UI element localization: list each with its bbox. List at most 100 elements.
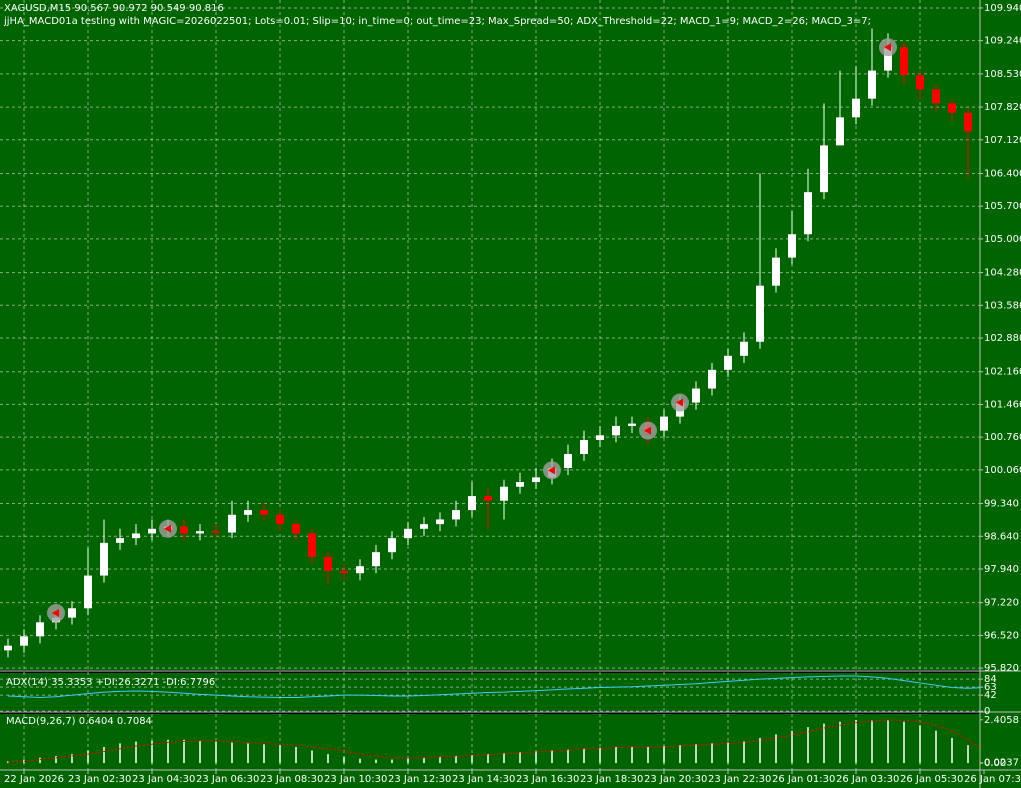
y-tick-label: 108.530 — [984, 69, 1021, 80]
chart-title: XAGUSD,M15 90.567 90.972 90.549 90.816 — [4, 3, 224, 14]
candle-body — [324, 556, 332, 571]
candle-body — [436, 519, 444, 525]
candle-body — [964, 112, 972, 132]
y-tick-label: 102.160 — [984, 367, 1021, 378]
candle-body — [692, 388, 700, 403]
x-tick-label: 23 Jan 20:30 — [644, 774, 707, 785]
adx-title: ADX(14) 35.3353 +DI:26.3271 -DI:6.7796 — [6, 677, 215, 688]
candle-body — [452, 510, 460, 520]
x-tick-label: 23 Jan 14:30 — [452, 774, 515, 785]
x-tick-label: 26 Jan 01:30 — [772, 774, 835, 785]
candle-body — [612, 425, 620, 436]
candle-body — [132, 533, 140, 539]
candle-body — [180, 526, 188, 534]
candle-body — [916, 75, 924, 90]
x-tick-label: 23 Jan 10:30 — [324, 774, 387, 785]
candle-body — [820, 145, 828, 193]
trade-arrow — [548, 466, 555, 475]
candle-body — [756, 285, 764, 342]
candle-body — [196, 531, 204, 534]
y-tick-label: 0.0237 — [984, 758, 1019, 769]
candle-body — [372, 552, 380, 567]
macd-title: MACD(9,26,7) 0.6404 0.7084 — [6, 716, 152, 727]
y-tick-label: 105.000 — [984, 234, 1021, 245]
trade-arrow — [644, 426, 651, 435]
candle-body — [212, 531, 220, 533]
x-tick-label: 23 Jan 06:30 — [196, 774, 259, 785]
trade-arrow — [52, 608, 59, 617]
candle-body — [276, 514, 284, 525]
trade-arrow — [164, 524, 171, 533]
candle-body — [308, 533, 316, 557]
candle-body — [660, 416, 668, 431]
y-tick-label: 42 — [984, 690, 997, 701]
y-tick-label: 109.940 — [984, 3, 1021, 14]
candle-body — [404, 528, 412, 539]
candle-body — [4, 645, 12, 651]
candle-body — [292, 524, 300, 534]
candle-body — [788, 234, 796, 258]
y-tick-label: 107.120 — [984, 135, 1021, 146]
candle-body — [20, 636, 28, 646]
candle-body — [84, 575, 92, 609]
y-tick-label: 0.00 — [984, 758, 1006, 769]
candle-body — [532, 477, 540, 483]
y-tick-label: 106.400 — [984, 168, 1021, 179]
y-tick-label: 100.060 — [984, 465, 1021, 476]
x-tick-label: 23 Jan 18:30 — [580, 774, 643, 785]
y-tick-label: 100.760 — [984, 432, 1021, 443]
candle-body — [340, 570, 348, 574]
y-tick-label: 84 — [984, 674, 997, 685]
y-tick-label: 105.700 — [984, 201, 1021, 212]
main-panel — [0, 0, 980, 670]
candle-body — [804, 192, 812, 235]
candle-body — [68, 608, 76, 618]
trade-arrow — [884, 43, 891, 52]
candle-body — [772, 257, 780, 286]
y-tick-label: 103.580 — [984, 300, 1021, 311]
candle-body — [852, 98, 860, 118]
candle-body — [628, 423, 636, 426]
candle-body — [244, 510, 252, 515]
y-tick-label: 102.880 — [984, 333, 1021, 344]
x-tick-label: 26 Jan 05:30 — [900, 774, 963, 785]
chart-subtitle: jjHA_MACD01a testing with MAGIC=20260225… — [3, 16, 871, 27]
candle-body — [148, 528, 156, 534]
candle-body — [228, 514, 236, 533]
x-tick-label: 23 Jan 22:30 — [708, 774, 771, 785]
candle-body — [596, 435, 604, 440]
y-tick-label: 101.460 — [984, 399, 1021, 410]
adx-line — [7, 675, 980, 698]
candle-body — [564, 453, 572, 469]
x-tick-label: 23 Jan 04:30 — [132, 774, 195, 785]
candle-body — [100, 542, 108, 576]
candle-body — [36, 622, 44, 637]
price-axis — [980, 0, 1021, 788]
candle-body — [500, 486, 508, 501]
y-tick-label: 63 — [984, 682, 997, 693]
candle-body — [484, 496, 492, 501]
candle-body — [580, 439, 588, 454]
y-tick-label: 109.240 — [984, 36, 1021, 47]
x-tick-label: 23 Jan 02:30 — [68, 774, 131, 785]
candle-body — [900, 47, 908, 76]
candle-body — [116, 538, 124, 543]
y-tick-label: 97.220 — [984, 598, 1019, 609]
candle-body — [708, 369, 716, 389]
x-tick-label: 22 Jan 2026 — [4, 774, 64, 785]
y-tick-label: 96.520 — [984, 630, 1019, 641]
candle-body — [836, 117, 844, 146]
x-tick-label: 26 Jan 03:30 — [836, 774, 899, 785]
x-tick-label: 23 Jan 12:30 — [388, 774, 451, 785]
candle-body — [724, 355, 732, 370]
trade-arrow — [676, 398, 683, 407]
candle-body — [420, 524, 428, 529]
candle-body — [516, 482, 524, 487]
candle-body — [932, 89, 940, 104]
y-tick-label: 0 — [984, 706, 990, 717]
x-tick-label: 23 Jan 16:30 — [516, 774, 579, 785]
candle-body — [260, 510, 268, 515]
macd-panel — [0, 714, 980, 770]
candle-body — [388, 538, 396, 553]
y-tick-label: 104.280 — [984, 268, 1021, 279]
